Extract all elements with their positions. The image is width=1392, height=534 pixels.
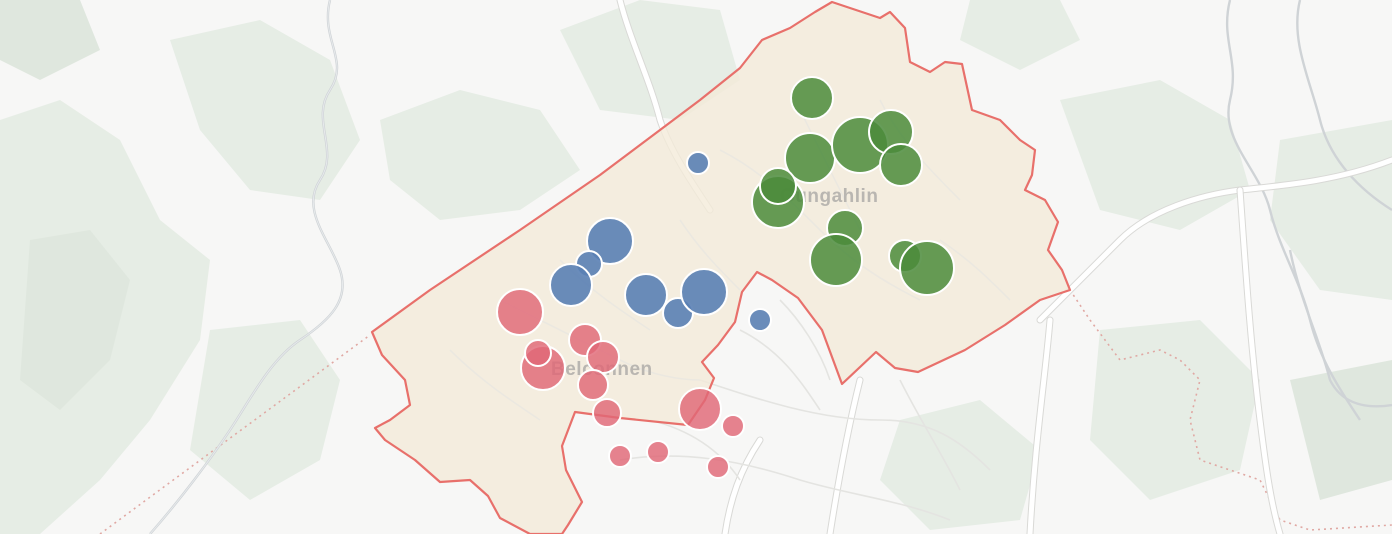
marker[interactable] [496,288,544,336]
state-border-layer [99,289,1392,534]
marker[interactable] [678,387,722,431]
marker[interactable] [879,143,923,187]
marker[interactable] [706,455,730,479]
road-layer [616,0,1392,534]
markers-south-group [496,288,745,479]
river-layer [149,0,1392,534]
markers-central-group [549,151,772,332]
marker[interactable] [549,263,593,307]
marker[interactable] [524,339,552,367]
marker[interactable] [686,151,710,175]
marker[interactable] [759,167,797,205]
marker[interactable] [592,398,622,428]
marker[interactable] [680,268,728,316]
markers-north-group [751,76,955,296]
marker[interactable] [577,369,609,401]
marker[interactable] [748,308,772,332]
marker[interactable] [646,440,670,464]
marker[interactable] [624,273,668,317]
marker[interactable] [586,217,634,265]
marker[interactable] [586,340,620,374]
marker[interactable] [790,76,834,120]
marker[interactable] [608,444,632,468]
marker[interactable] [899,240,955,296]
marker[interactable] [809,233,863,287]
marker[interactable] [721,414,745,438]
